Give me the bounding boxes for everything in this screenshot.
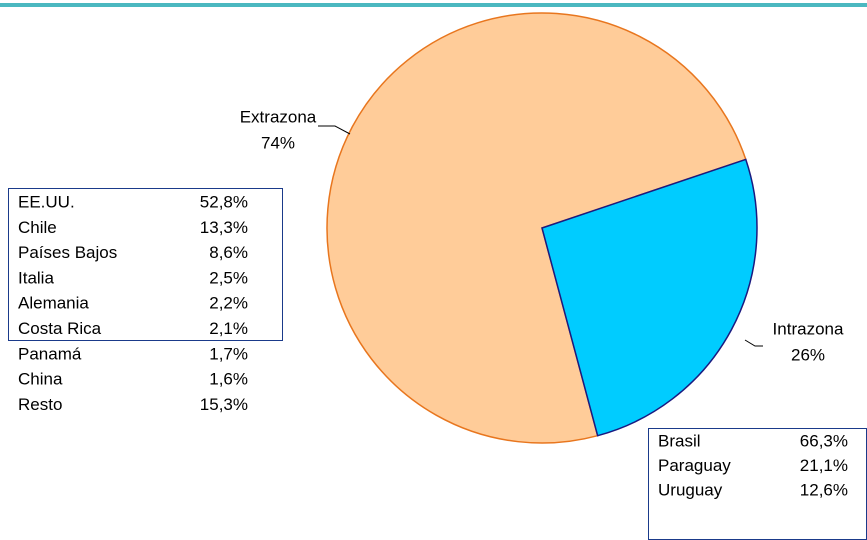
table-value: 2,5% [209, 268, 248, 287]
table-name: Alemania [18, 294, 89, 313]
table-value: 66,3% [800, 431, 848, 450]
pie-slice [326, 12, 747, 444]
pie-slice [541, 158, 758, 437]
table-name: China [18, 370, 63, 389]
table-value: 15,3% [200, 395, 248, 414]
table-value: 13,3% [200, 218, 248, 237]
slice-value-label: 26% [791, 345, 825, 364]
table-value: 52,8% [200, 192, 248, 211]
leader-line [744, 339, 763, 347]
table-name: EE.UU. [18, 192, 75, 211]
table-value: 8,6% [209, 243, 248, 262]
table-name: Chile [18, 218, 57, 237]
table-name: Italia [18, 268, 54, 287]
table-value: 1,6% [209, 370, 248, 389]
table-value: 21,1% [800, 456, 848, 475]
legend-box-intrazona [648, 428, 867, 540]
table-name: Panamá [18, 344, 82, 363]
legend-box-extrazona [8, 188, 283, 341]
table-value: 12,6% [800, 480, 848, 499]
slice-label: Extrazona [240, 107, 317, 126]
table-value: 2,1% [209, 319, 248, 338]
table-name: Resto [18, 395, 62, 414]
table-name: Costa Rica [18, 319, 102, 338]
slice-value-label: 74% [261, 133, 295, 152]
slice-label: Intrazona [773, 319, 844, 338]
table-name: Países Bajos [18, 243, 117, 262]
table-name: Paraguay [658, 456, 731, 475]
table-value: 1,7% [209, 344, 248, 363]
table-name: Uruguay [658, 480, 723, 499]
leader-line [318, 125, 351, 135]
table-name: Brasil [658, 431, 701, 450]
top-rule [0, 3, 867, 7]
table-value: 2,2% [209, 294, 248, 313]
